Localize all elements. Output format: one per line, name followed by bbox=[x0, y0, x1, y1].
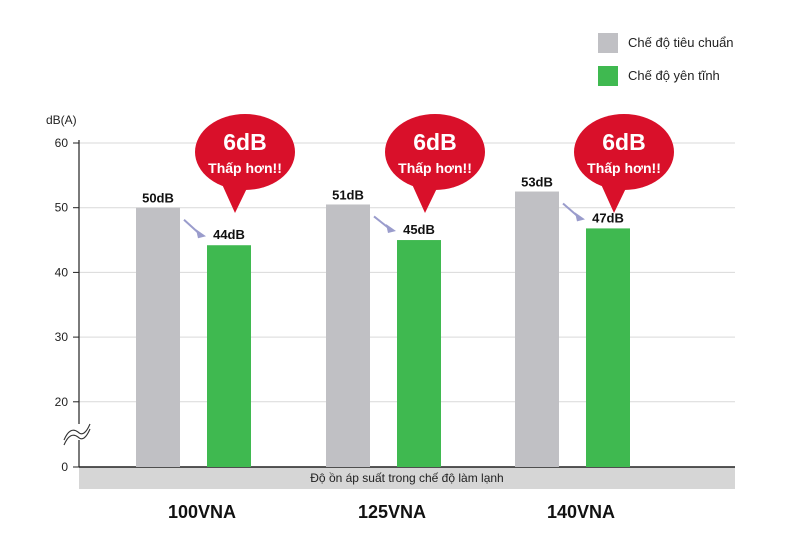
bar-quiet bbox=[586, 228, 630, 467]
bar-standard bbox=[515, 191, 559, 467]
bar-standard bbox=[326, 204, 370, 467]
bars: 50dB 44dB 6dB Thấp hơn!! 100VNA 51dB 45dB 6dB Th… bbox=[136, 114, 674, 522]
legend: Chế độ tiêu chuẩn Chế độ yên tĩnh bbox=[598, 33, 734, 86]
callout-value: 6dB bbox=[223, 129, 266, 155]
axis-break-icon bbox=[62, 423, 92, 446]
y-tick-label: 40 bbox=[55, 265, 69, 279]
y-tick-label: 30 bbox=[55, 330, 69, 344]
legend-swatch bbox=[598, 66, 618, 86]
callout-text: Thấp hơn!! bbox=[208, 160, 282, 176]
callout-value: 6dB bbox=[413, 129, 456, 155]
y-tick-labels: 0 20 30 40 50 60 bbox=[55, 136, 69, 474]
x-axis-band-label: Độ ồn áp suất trong chế độ làm lạnh bbox=[310, 471, 503, 485]
data-label-standard: 53dB bbox=[521, 175, 553, 190]
legend-label: Chế độ tiêu chuẩn bbox=[628, 35, 734, 50]
arrow-head-icon bbox=[196, 229, 206, 239]
x-category-label: 140VNA bbox=[547, 502, 615, 522]
legend-swatch bbox=[598, 33, 618, 53]
data-label-standard: 51dB bbox=[332, 187, 364, 202]
x-category-label: 100VNA bbox=[168, 502, 236, 522]
bar-quiet bbox=[397, 240, 441, 467]
bar-quiet bbox=[207, 245, 251, 467]
callout-text: Thấp hơn!! bbox=[398, 160, 472, 176]
y-tick-label: 0 bbox=[61, 460, 68, 474]
callout-value: 6dB bbox=[602, 129, 645, 155]
data-label-quiet: 47dB bbox=[592, 210, 624, 225]
callout-bubble: 6dB Thấp hơn!! bbox=[195, 114, 295, 213]
x-axis-band bbox=[79, 467, 735, 489]
callout-bubble: 6dB Thấp hơn!! bbox=[574, 114, 674, 213]
callout-text: Thấp hơn!! bbox=[587, 160, 661, 176]
data-label-quiet: 45dB bbox=[403, 222, 435, 237]
y-tick-label: 60 bbox=[55, 136, 69, 150]
y-axis-label: dB(A) bbox=[46, 113, 77, 127]
legend-label: Chế độ yên tĩnh bbox=[628, 68, 720, 83]
y-tick-label: 20 bbox=[55, 395, 69, 409]
arrow-head-icon bbox=[575, 212, 585, 222]
arrow-head-icon bbox=[386, 224, 396, 234]
data-label-standard: 50dB bbox=[142, 191, 174, 206]
bar-standard bbox=[136, 207, 180, 467]
y-tick-label: 50 bbox=[55, 201, 69, 215]
data-label-quiet: 44dB bbox=[213, 227, 245, 242]
x-category-label: 125VNA bbox=[358, 502, 426, 522]
callout-bubble: 6dB Thấp hơn!! bbox=[385, 114, 485, 213]
